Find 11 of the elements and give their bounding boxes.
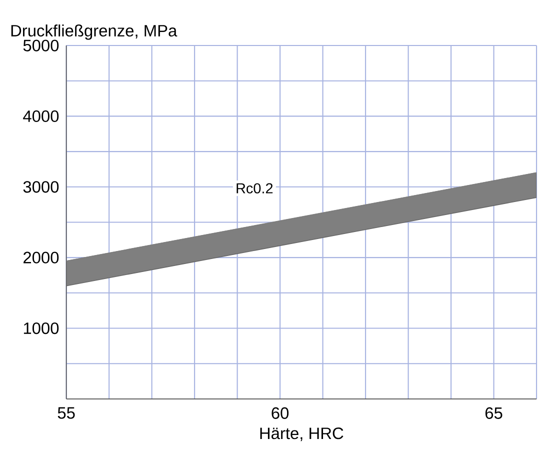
x-tick-label: 60: [272, 407, 289, 419]
y-axis-title: Druckfließgrenze, MPa: [11, 24, 178, 40]
annotation: Rc0.2: [236, 183, 273, 194]
x-axis-title: Härte, HRC: [260, 427, 344, 441]
y-tick-label: 3000: [23, 180, 59, 193]
y-tick-label: 1000: [24, 322, 59, 334]
x-tick-label: 55: [58, 407, 75, 419]
y-tick-label: 2000: [24, 252, 59, 264]
y-tick-label: 4000: [23, 110, 59, 122]
x-tick-label: 65: [485, 407, 502, 419]
y-tick-label: 5000: [23, 40, 59, 52]
